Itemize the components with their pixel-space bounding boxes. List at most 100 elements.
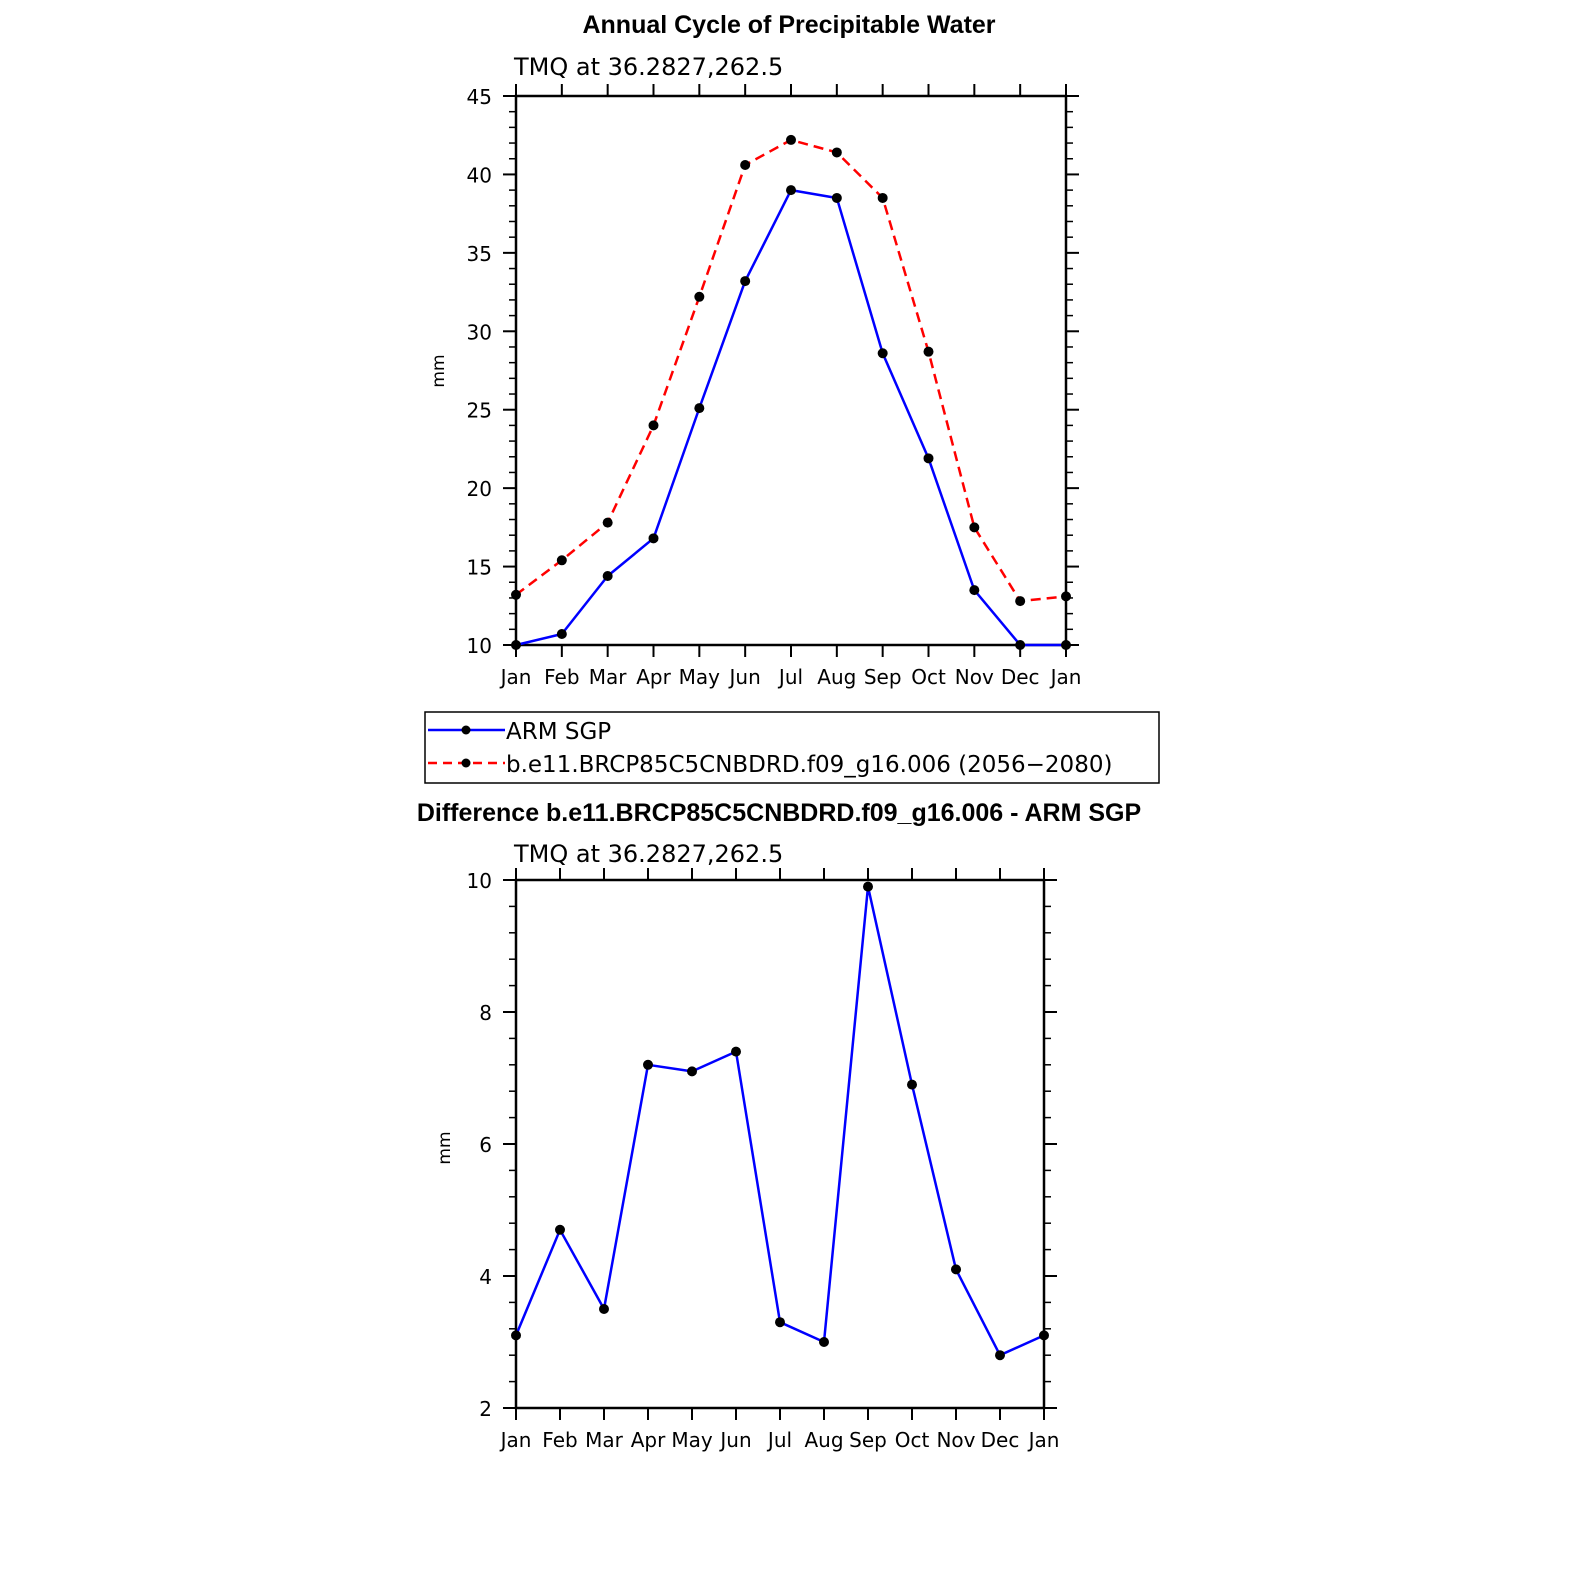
x-tick-label: Nov (936, 1428, 975, 1452)
data-point (511, 1330, 521, 1341)
data-point (1015, 640, 1026, 650)
x-tick-label: Apr (631, 1428, 666, 1452)
x-tick-label: Feb (544, 665, 579, 689)
legend-label-arm-sgp: ARM SGP (506, 719, 611, 745)
x-tick-label: Mar (589, 665, 628, 689)
x-tick-label: Apr (636, 665, 671, 689)
data-point (877, 192, 888, 203)
y-tick-label: 6 (479, 1133, 492, 1157)
data-point (602, 517, 613, 528)
data-point (731, 1046, 741, 1057)
y-tick-label: 30 (467, 320, 492, 344)
chart-subtitle: TMQ at 36.2827,262.5 (513, 840, 783, 868)
data-point (877, 348, 888, 359)
plot-marks (511, 134, 1071, 650)
plot-frame (514, 878, 1046, 1410)
x-tick-label: Dec (1001, 665, 1040, 689)
x-tick-label: Jun (718, 1428, 751, 1452)
y-tick-label: 20 (467, 477, 492, 501)
data-point (969, 585, 980, 596)
data-point (819, 1337, 829, 1347)
x-tick-label: Feb (542, 1428, 577, 1452)
x-tick-label: Mar (585, 1428, 624, 1452)
x-tick-label: May (671, 1428, 713, 1452)
data-point (923, 346, 934, 357)
y-tick-label: 25 (467, 399, 492, 423)
x-tick-label: Sep (849, 1428, 887, 1452)
legend-box (424, 711, 1160, 784)
chart-subtitle: TMQ at 36.2827,262.5 (513, 53, 783, 81)
difference-chart: Difference b.e11.BRCP85C5CNBDRD.f09_g16.… (417, 799, 1141, 1452)
y-axis-label: mm (429, 354, 449, 387)
y-tick-label: 45 (467, 85, 492, 109)
data-point (995, 1350, 1005, 1361)
x-tick-label: Aug (817, 665, 856, 689)
plot-axes: Jan Feb Mar Apr May Jun Jul Aug Sep Oct Nov Dec Jan 1… (467, 84, 1082, 689)
legend: ARM SGP b.e11.BRCP85C5CNBDRD.f09_g16.006… (424, 711, 1160, 784)
y-tick-label: 2 (479, 1397, 492, 1421)
series-line-0 (515, 188, 1066, 647)
data-point (1061, 591, 1071, 602)
data-point (1039, 1330, 1049, 1341)
data-point (555, 1224, 565, 1235)
x-tick-label: Aug (804, 1428, 843, 1452)
data-point (643, 1059, 653, 1070)
data-point (1015, 596, 1026, 607)
x-tick-label: Nov (955, 665, 994, 689)
annual-cycle-chart: Annual Cycle of Precipitable Water TMQ a… (429, 11, 1081, 689)
data-point (831, 147, 842, 158)
data-point (556, 629, 567, 640)
data-point (1061, 640, 1071, 650)
x-tick-label: Jun (728, 665, 761, 689)
x-tick-label: Jan (1049, 665, 1082, 689)
plot-marks (511, 881, 1049, 1361)
data-point (951, 1264, 961, 1275)
data-point (786, 185, 796, 196)
data-point (694, 291, 705, 302)
data-point (648, 420, 659, 431)
x-tick-label: May (679, 665, 721, 689)
y-tick-label: 8 (479, 1001, 492, 1025)
x-tick-label: Jan (1027, 1428, 1060, 1452)
x-tick-label: Jan (499, 1428, 532, 1452)
data-point (907, 1079, 917, 1090)
x-tick-label: Sep (864, 665, 902, 689)
data-point (511, 640, 521, 650)
y-tick-label: 10 (467, 869, 492, 893)
data-point (740, 160, 751, 171)
x-tick-label: Jan (499, 665, 532, 689)
y-tick-label: 35 (467, 242, 492, 266)
data-point (969, 522, 980, 533)
plot-frame (514, 94, 1068, 647)
data-point (602, 570, 613, 581)
chart-title: Annual Cycle of Precipitable Water (582, 11, 995, 39)
data-point (556, 555, 567, 566)
chart-title: Difference b.e11.BRCP85C5CNBDRD.f09_g16.… (417, 799, 1141, 827)
x-tick-label: Oct (911, 665, 946, 689)
y-tick-label: 15 (467, 556, 492, 580)
data-point (694, 403, 705, 414)
x-tick-label: Dec (981, 1428, 1020, 1452)
y-tick-label: 40 (467, 163, 492, 187)
data-point (863, 881, 873, 892)
x-tick-label: Jul (766, 1428, 792, 1452)
plot-axes: Jan Feb Mar Apr May Jun Jul Aug Sep Oct Nov Dec Jan 2… (467, 868, 1060, 1452)
data-point (687, 1066, 697, 1077)
y-tick-label: 4 (479, 1265, 492, 1289)
data-point (648, 533, 659, 544)
series-line-0 (514, 885, 1045, 1357)
data-point (923, 453, 934, 464)
legend-label-model: b.e11.BRCP85C5CNBDRD.f09_g16.006 (2056−2… (506, 752, 1112, 778)
y-tick-label: 10 (467, 634, 492, 658)
x-tick-label: Oct (895, 1428, 930, 1452)
series-line-1 (515, 138, 1067, 603)
data-point (775, 1317, 785, 1328)
data-point (740, 276, 751, 287)
y-axis-label: mm (435, 1131, 455, 1164)
legend-marker-model (461, 758, 471, 768)
x-tick-label: Jul (777, 665, 803, 689)
legend-marker-arm-sgp (461, 725, 471, 735)
data-point (786, 134, 796, 145)
data-point (831, 192, 842, 203)
